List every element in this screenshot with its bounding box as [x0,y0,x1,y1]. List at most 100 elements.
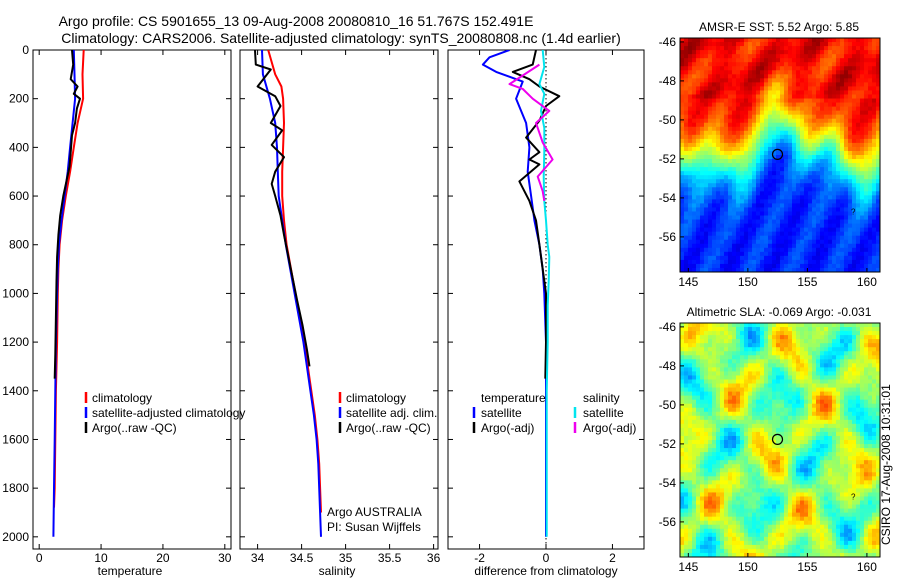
map-cell [824,130,829,136]
map-cell [816,263,821,269]
map-cell [744,468,749,473]
difference-xlabel: difference from climatology [474,564,617,578]
map-cell [680,407,685,413]
map-cell [792,532,797,538]
map-cell [808,122,813,128]
map-cell [736,130,741,136]
map-cell [744,327,749,332]
map-cell [812,267,817,272]
map-cell [820,195,825,200]
map-cell [808,183,813,188]
map-cell [756,399,761,405]
map-cell [688,355,693,360]
map-cell [712,203,717,209]
map-cell [768,440,773,445]
map-cell [680,171,685,176]
map-cell [716,167,721,172]
map-cell [708,118,713,124]
map-cell [704,347,709,352]
map-cell [788,540,793,546]
map-cell [792,355,797,360]
map-cell [820,239,825,245]
map-cell [760,464,765,469]
map-cell [804,211,809,217]
map-cell [752,492,757,498]
map-cell [796,126,801,132]
map-cell [868,155,873,160]
map-cell [704,423,709,429]
map-cell [752,163,757,168]
map-cell [776,387,781,393]
map-cell [812,150,817,156]
map-cell [748,150,753,156]
map-cell [724,130,729,136]
map-cell [772,259,777,265]
map-cell [748,163,753,168]
map-cell [696,355,701,360]
map-cell [704,171,709,176]
map-cell [808,500,813,506]
map-cell [720,227,725,233]
map-cell [852,86,857,92]
map-cell [704,472,709,477]
map-cell [860,251,865,257]
map-cell [692,387,697,393]
map-cell [732,46,737,51]
map-cell [720,448,725,453]
map-cell [764,343,769,348]
map-cell [780,215,785,221]
map-cell [796,407,801,413]
map-cell [780,379,785,385]
map-cell [728,423,733,429]
map-cell [704,548,709,554]
map-cell [744,536,749,542]
map-cell [692,552,697,557]
map-cell [740,239,745,245]
map-cell [716,435,721,441]
map-cell [768,66,773,71]
map-cell [788,415,793,421]
map-cell [852,227,857,233]
map-cell [796,219,801,225]
map-cell [860,215,865,221]
map-cell [692,391,697,397]
map-cell [864,54,869,59]
map-cell [760,323,765,328]
map-cell [792,375,797,381]
map-cell [712,42,717,47]
map-cell [692,444,697,449]
map-cell [820,118,825,124]
map-cell [764,468,769,473]
map-cell [704,427,709,433]
map-cell [724,42,729,47]
map-cell [796,203,801,209]
map-cell [792,54,797,59]
map-cell [724,110,729,116]
map-cell [728,82,733,88]
map-cell [852,98,857,104]
map-cell [704,70,709,75]
map-cell [768,187,773,192]
map-cell [784,504,789,510]
map-cell [864,146,869,152]
map-cell [692,82,697,88]
map-cell [796,524,801,530]
map-cell [732,38,737,43]
map-cell [844,155,849,160]
map-cell [812,54,817,59]
map-cell [808,187,813,192]
map-cell [848,243,853,249]
map-cell [680,516,685,522]
map-cell [680,472,685,477]
map-cell [680,86,685,92]
map-cell [692,203,697,209]
map-cell [808,355,813,360]
map-cell [704,58,709,63]
map-cell [836,167,841,172]
map-cell [760,94,765,100]
map-cell [732,391,737,397]
map-cell [868,86,873,92]
map-cell [744,78,749,83]
map-cell [708,66,713,71]
map-cell [788,86,793,92]
